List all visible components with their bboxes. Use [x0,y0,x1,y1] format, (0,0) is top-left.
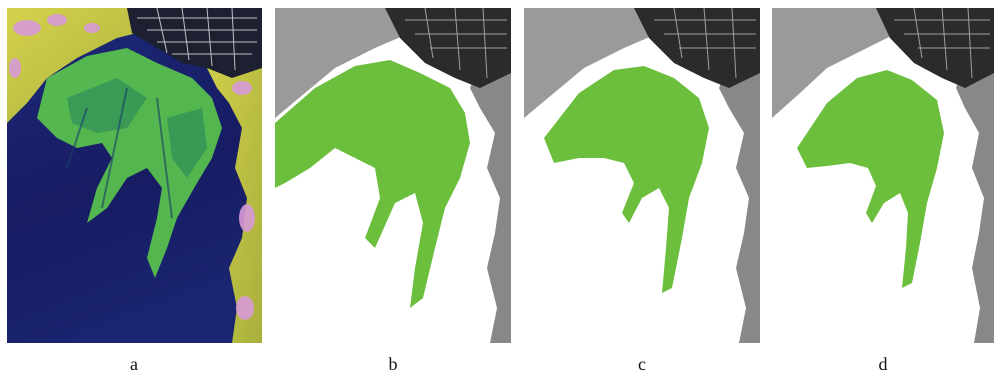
panel-label-b: b [388,354,398,374]
classification-panel-c [524,8,760,343]
classification-map-d [772,8,994,343]
classification-map-b [275,8,511,343]
classification-panel-d [772,8,994,343]
satellite-image [7,8,262,343]
classification-map-c [524,8,760,343]
panel-label-c: c [638,354,646,374]
classification-panel-b [275,8,511,343]
panel-label-a: a [130,354,138,374]
satellite-image-panel-a [7,8,262,343]
panel-label-d: d [878,354,888,374]
